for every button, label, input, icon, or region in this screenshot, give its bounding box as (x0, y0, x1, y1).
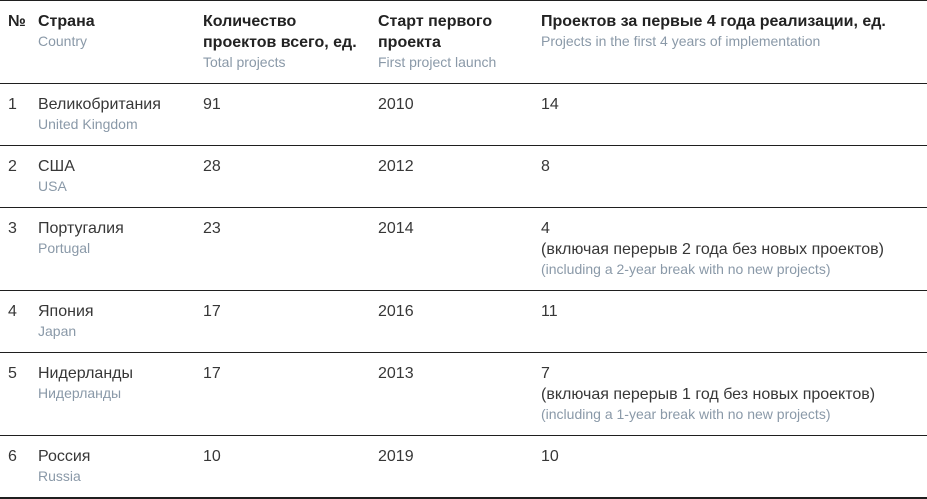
cell-first-4-years: 4 (включая перерыв 2 года без новых прое… (541, 208, 927, 291)
cell-first-launch: 2016 (378, 291, 541, 353)
first-launch-value: 2014 (378, 220, 414, 237)
header-country-label-ru: Страна (38, 13, 95, 30)
cell-country: Россия Russia (38, 436, 203, 499)
first4-note-ru: (включая перерыв 2 года без новых проект… (541, 241, 884, 258)
total-projects-value: 28 (203, 158, 221, 175)
row-number: 4 (8, 303, 17, 320)
cell-total-projects: 28 (203, 146, 378, 208)
header-cell-total-projects: Количество проектов всего, ед. Total pro… (203, 1, 378, 84)
total-projects-value: 91 (203, 96, 221, 113)
table-row: 6 Россия Russia 10 2019 10 (0, 436, 927, 499)
table-header: № Страна Country Количество проектов все… (0, 0, 927, 84)
row-number: 3 (8, 220, 17, 237)
cell-first-launch: 2013 (378, 353, 541, 436)
table-row: 2 США USA 28 2012 8 (0, 146, 927, 208)
country-name-ru: Великобритания (38, 96, 161, 113)
first4-note-en: (including a 2-year break with no new pr… (541, 261, 831, 277)
row-number: 2 (8, 158, 17, 175)
header-total-label-en: Total projects (203, 54, 286, 70)
cell-first-4-years: 10 (541, 436, 927, 499)
cell-country: Нидерланды Нидерланды (38, 353, 203, 436)
first4-note-ru: (включая перерыв 1 год без новых проекто… (541, 386, 876, 403)
first-launch-value: 2010 (378, 96, 414, 113)
header-launch-label-ru: Старт первого проекта (378, 13, 493, 51)
row-number: 6 (8, 448, 17, 465)
country-name-ru: Япония (38, 303, 94, 320)
cell-total-projects: 17 (203, 291, 378, 353)
table-row: 5 Нидерланды Нидерланды 17 2013 7 (включ… (0, 353, 927, 436)
country-name-en: Portugal (38, 240, 91, 256)
header-cell-first-launch: Старт первого проекта First project laun… (378, 1, 541, 84)
cell-number: 6 (0, 436, 38, 499)
total-projects-value: 17 (203, 303, 221, 320)
cell-number: 3 (0, 208, 38, 291)
cell-first-4-years: 11 (541, 291, 927, 353)
header-first4-label-en: Projects in the first 4 years of impleme… (541, 33, 821, 49)
cell-country: США USA (38, 146, 203, 208)
cell-total-projects: 91 (203, 84, 378, 146)
first4-value: 4 (541, 220, 550, 237)
table-row: 1 Великобритания United Kingdom 91 2010 … (0, 84, 927, 146)
table-row: 4 Япония Japan 17 2016 11 (0, 291, 927, 353)
cell-first-launch: 2019 (378, 436, 541, 499)
row-number: 5 (8, 365, 17, 382)
cell-total-projects: 23 (203, 208, 378, 291)
first-launch-value: 2012 (378, 158, 414, 175)
country-name-en: Нидерланды (38, 385, 122, 401)
first4-value: 10 (541, 448, 559, 465)
header-total-label-ru: Количество проектов всего, ед. (203, 13, 357, 51)
country-name-en: Russia (38, 468, 81, 484)
first4-value: 8 (541, 158, 550, 175)
first4-value: 14 (541, 96, 559, 113)
header-cell-country: Страна Country (38, 1, 203, 84)
total-projects-value: 10 (203, 448, 221, 465)
header-cell-number: № (0, 1, 38, 84)
country-name-en: USA (38, 178, 67, 194)
cell-first-4-years: 8 (541, 146, 927, 208)
cell-total-projects: 17 (203, 353, 378, 436)
cell-first-4-years: 7 (включая перерыв 1 год без новых проек… (541, 353, 927, 436)
cell-country: Португалия Portugal (38, 208, 203, 291)
header-first4-label-ru: Проектов за первые 4 года реализации, ед… (541, 13, 886, 30)
cell-first-launch: 2012 (378, 146, 541, 208)
header-country-label-en: Country (38, 33, 88, 49)
header-cell-first-4-years: Проектов за первые 4 года реализации, ед… (541, 1, 927, 84)
cell-number: 1 (0, 84, 38, 146)
cell-number: 5 (0, 353, 38, 436)
cell-number: 4 (0, 291, 38, 353)
first4-value: 7 (541, 365, 550, 382)
first-launch-value: 2019 (378, 448, 414, 465)
cell-first-launch: 2010 (378, 84, 541, 146)
first-launch-value: 2016 (378, 303, 414, 320)
cell-country: Япония Japan (38, 291, 203, 353)
first4-value: 11 (541, 303, 558, 320)
country-name-ru: США (38, 158, 75, 175)
table-row: 3 Португалия Portugal 23 2014 4 (включая… (0, 208, 927, 291)
country-name-en: United Kingdom (38, 116, 138, 132)
cell-country: Великобритания United Kingdom (38, 84, 203, 146)
header-launch-label-en: First project launch (378, 54, 497, 70)
header-row: № Страна Country Количество проектов все… (0, 0, 927, 84)
table-body: 1 Великобритания United Kingdom 91 2010 … (0, 84, 927, 499)
country-name-ru: Нидерланды (38, 365, 133, 382)
cell-total-projects: 10 (203, 436, 378, 499)
row-number: 1 (8, 96, 17, 113)
header-number-label: № (8, 13, 26, 30)
first-launch-value: 2013 (378, 365, 414, 382)
total-projects-value: 17 (203, 365, 221, 382)
cell-first-launch: 2014 (378, 208, 541, 291)
first4-note-en: (including a 1-year break with no new pr… (541, 406, 831, 422)
country-name-ru: Португалия (38, 220, 124, 237)
cell-number: 2 (0, 146, 38, 208)
country-name-ru: Россия (38, 448, 91, 465)
cell-first-4-years: 14 (541, 84, 927, 146)
total-projects-value: 23 (203, 220, 221, 237)
country-name-en: Japan (38, 323, 77, 339)
